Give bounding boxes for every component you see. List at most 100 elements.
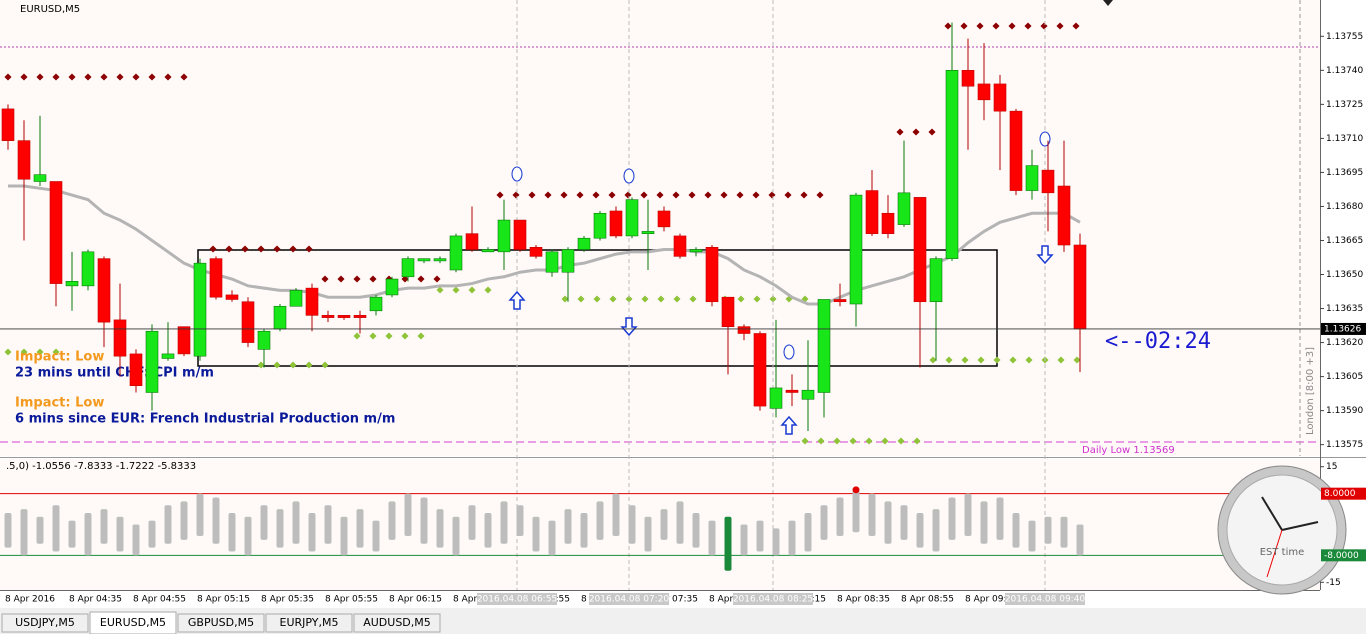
level-dot <box>36 348 44 356</box>
level-label-box <box>1321 549 1366 562</box>
candle-body <box>1041 169 1055 194</box>
candle-body <box>273 305 287 330</box>
candle-body <box>465 233 479 250</box>
oscillator-bar <box>228 512 236 552</box>
candle-body <box>209 258 223 298</box>
y-tick-label: 1.13650 <box>1326 270 1363 280</box>
candle-body <box>145 330 159 393</box>
level-dot <box>401 332 409 340</box>
oscillator-bar <box>36 516 44 544</box>
tab-label[interactable]: EURJPY,M5 <box>280 616 339 629</box>
oscillator-bar <box>116 516 124 552</box>
oscillator-bar <box>68 520 76 548</box>
oscillator-bar <box>756 520 764 552</box>
second-hand <box>1266 529 1283 578</box>
level-dot <box>544 191 552 199</box>
candle-body <box>833 299 847 303</box>
level-dot <box>353 332 361 340</box>
level-dot <box>433 275 441 283</box>
oscillator-bar <box>1028 520 1036 552</box>
tab-label[interactable]: GBPUSD,M5 <box>188 616 254 629</box>
bar-countdown: <--02:24 <box>1105 329 1211 354</box>
y-tick-label: 1.13605 <box>1326 372 1363 382</box>
candle-body <box>225 294 239 300</box>
oscillator-bar <box>740 524 748 556</box>
oscillator-bar <box>884 501 892 544</box>
level-dot <box>592 191 600 199</box>
x-tick-label: 8 Apr 04:35 <box>69 595 122 605</box>
candle-body <box>81 251 95 287</box>
oscillator-bar <box>596 501 604 540</box>
time-marker-box <box>477 593 557 605</box>
level-dot <box>897 437 905 445</box>
oscillator-bar <box>452 516 460 556</box>
level-dot <box>913 437 921 445</box>
y-tick-label: 1.13665 <box>1326 236 1363 246</box>
candle-body <box>545 251 559 273</box>
level-dot <box>784 191 792 199</box>
candle-body <box>449 235 463 271</box>
candle-body <box>1057 185 1071 246</box>
tab-label[interactable]: EURUSD,M5 <box>100 616 166 629</box>
y-tick-label: 15 <box>1326 462 1337 472</box>
candle-body <box>241 301 255 343</box>
oscillator-peak <box>852 486 860 494</box>
level-dot <box>624 191 632 199</box>
candle-body <box>1073 244 1087 330</box>
level-dot <box>689 295 697 303</box>
level-dot <box>976 22 984 30</box>
session-label: London [8:00 +3] <box>1305 347 1316 435</box>
level-dot <box>736 191 744 199</box>
hand-icon <box>783 344 795 360</box>
candle-body <box>1025 165 1039 191</box>
oscillator-bar <box>628 505 636 544</box>
shift-marker <box>1103 0 1113 6</box>
oscillator-bar <box>52 505 60 552</box>
tab <box>89 611 177 634</box>
oscillator-bar <box>660 509 668 540</box>
level-dot <box>305 245 313 253</box>
tab-label[interactable]: USDJPY,M5 <box>15 616 75 629</box>
level-dot <box>273 361 281 369</box>
signal-arrow <box>780 415 798 435</box>
oscillator-bar <box>212 497 220 544</box>
y-tick-label: 1.13680 <box>1326 202 1363 212</box>
oscillator-bar <box>708 520 716 556</box>
candle-body <box>433 258 447 262</box>
oscillator-bar <box>644 516 652 552</box>
level-label-box <box>1321 487 1366 500</box>
candle-body <box>673 235 687 257</box>
candle-body <box>401 258 415 278</box>
main-panel <box>0 0 1320 456</box>
oscillator-title: .5,0) -1.0556 -7.8333 -1.7222 -5.8333 <box>6 461 196 472</box>
signal-arrow <box>508 290 526 310</box>
oscillator-bar <box>324 505 332 544</box>
oscillator-bar <box>500 501 508 544</box>
oscillator-bar <box>20 509 28 556</box>
time-marker-label: 2016.04.08 08:25 <box>733 595 813 605</box>
oscillator-bar <box>276 509 284 548</box>
x-tick-label: 8 Apr 05:15 <box>197 595 250 605</box>
candle-body <box>641 231 655 234</box>
level-dot <box>928 128 936 136</box>
tab-label[interactable]: AUDUSD,M5 <box>363 616 431 629</box>
level-dot <box>512 191 520 199</box>
candle-body <box>17 140 31 180</box>
level-dot <box>945 356 953 364</box>
oscillator-bar <box>372 520 380 552</box>
oscillator-bar <box>564 509 572 544</box>
oscillator-bar <box>836 497 844 537</box>
oscillator-bar <box>964 493 972 537</box>
time-marker-label: 2016.04.08 09:40 <box>1005 595 1086 605</box>
current-price-label: 1.13626 <box>1324 324 1361 334</box>
daily-low-label: Daily Low 1.13569 <box>1082 445 1175 456</box>
oscillator-bar <box>308 512 316 552</box>
level-dot <box>656 191 664 199</box>
oscillator-bar <box>516 505 524 537</box>
level-dot <box>816 191 824 199</box>
time-marker-label: 2016.04.08 06:55 <box>477 595 557 605</box>
news-impact: Impact: Low <box>15 350 104 365</box>
oscillator-bar <box>724 516 732 571</box>
level-dot <box>116 73 124 81</box>
tab <box>177 613 265 633</box>
